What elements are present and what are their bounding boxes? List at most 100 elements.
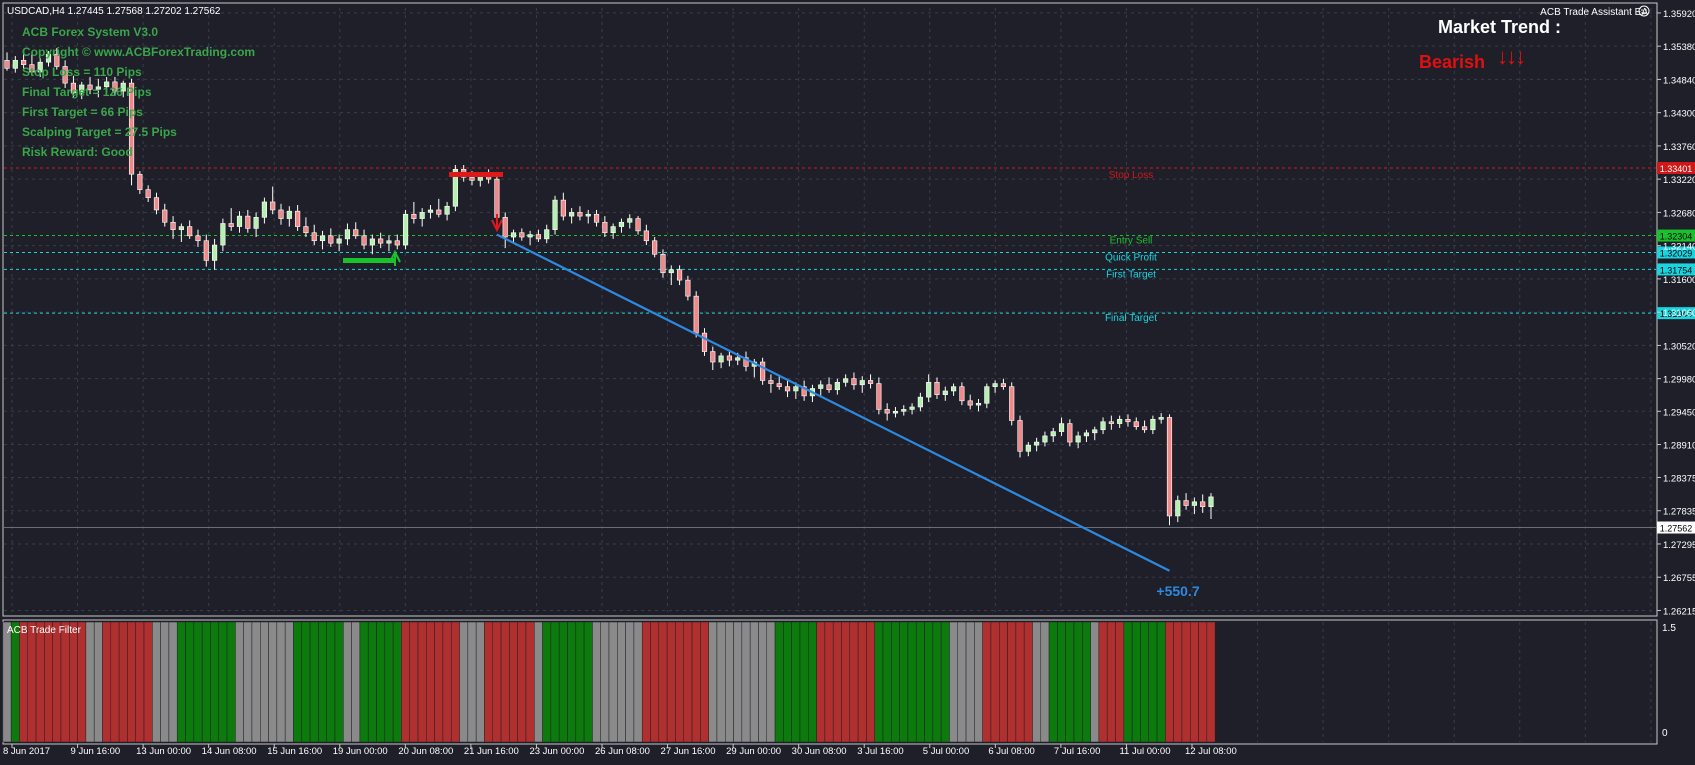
trade-line	[496, 233, 1170, 572]
candle-bear	[768, 380, 774, 384]
candle-bear	[361, 235, 367, 246]
filter-bar-gray	[2, 621, 12, 743]
candle-bear	[967, 400, 973, 406]
filter-bar-green	[293, 621, 303, 743]
time-tick-label: 12 Jul 08:00	[1185, 746, 1237, 757]
down-arrows-icon: ↓↓↓	[1497, 44, 1524, 69]
time-tick-label: 13 Jun 00:00	[136, 746, 191, 757]
time-tick-label: 19 Jun 00:00	[333, 746, 388, 757]
filter-bar-red	[675, 621, 684, 743]
candle-bear	[784, 386, 791, 392]
filter-bar-gray	[243, 621, 253, 743]
candle-bull	[984, 386, 990, 404]
trade-filter-histogram	[2, 621, 1216, 743]
filter-bar-red	[127, 621, 136, 743]
filter-bar-red	[849, 621, 859, 743]
candle-bull	[618, 221, 625, 227]
candle-bull	[992, 383, 998, 387]
candle-bull	[386, 240, 392, 244]
candle-bull	[610, 226, 616, 234]
candle-bull	[1025, 444, 1031, 452]
candle-bull	[37, 61, 43, 73]
candle-bear	[62, 66, 68, 84]
filter-bar-green	[1156, 621, 1166, 743]
filter-bar-gray	[343, 621, 352, 743]
candle-bear	[469, 177, 475, 181]
price-tick-label: 1.32140	[1663, 242, 1695, 253]
candle-bull	[843, 378, 849, 383]
filter-bar-green	[799, 621, 809, 743]
candle-bull	[212, 244, 218, 261]
candle-bull	[975, 402, 982, 406]
filter-bar-green	[1048, 621, 1058, 743]
filter-bar-gray	[235, 621, 244, 743]
candle-bear	[436, 209, 442, 215]
candle-bull	[45, 53, 52, 63]
candle-bull	[901, 409, 907, 412]
filter-bar-red	[1015, 621, 1025, 743]
price-tick-label: 1.31060	[1663, 308, 1695, 319]
candle-bear	[153, 197, 160, 211]
price-tick-label: 1.26755	[1663, 573, 1695, 584]
candle-bear	[378, 238, 384, 244]
final-target-label: Final Target	[1105, 313, 1157, 324]
candle-bull	[236, 215, 243, 227]
price-tick-label: 1.28375	[1663, 473, 1695, 484]
filter-bar-gray	[276, 621, 286, 743]
candle-bull	[859, 380, 865, 386]
candle-bull	[544, 229, 550, 240]
filter-bar-red	[401, 621, 410, 743]
info-line: Final Target = 126 Pips	[22, 85, 152, 99]
market-trend-title: Market Trend :	[1438, 17, 1561, 37]
filter-bar-gray	[260, 621, 269, 743]
info-line: Scalping Target = 27.5 Pips	[22, 125, 177, 139]
filter-bar-gray	[600, 621, 610, 743]
filter-bar-red	[426, 621, 435, 743]
filter-bar-green	[384, 621, 394, 743]
candle-bull	[951, 386, 957, 392]
filter-bar-red	[484, 621, 494, 743]
candle-bear	[1133, 421, 1139, 427]
filter-bar-red	[1007, 621, 1017, 743]
candle-bear	[1017, 420, 1023, 452]
filter-bar-green	[924, 621, 934, 743]
filter-bar-gray	[351, 621, 361, 743]
candle-bear	[635, 218, 641, 232]
filter-bar-green	[1131, 621, 1141, 743]
final-target-price-tag	[1657, 307, 1695, 320]
candle-bull	[104, 81, 110, 88]
filter-bar-red	[700, 621, 709, 743]
filter-bar-green	[567, 621, 577, 743]
filter-bar-gray	[467, 621, 477, 743]
candle-bear	[137, 173, 143, 190]
signal-markers	[343, 172, 503, 266]
candle-bull	[12, 60, 18, 69]
candle-bull	[552, 199, 558, 230]
candle-bear	[195, 235, 201, 242]
filter-bar-gray	[592, 621, 601, 743]
filter-bar-gray	[617, 621, 626, 743]
candle-bull	[1117, 418, 1123, 424]
filter-bar-green	[1148, 621, 1158, 743]
price-tick-label: 1.27295	[1663, 540, 1695, 551]
filter-bar-red	[35, 621, 45, 743]
filter-bar-gray	[633, 621, 643, 743]
candle-bear	[1000, 383, 1006, 387]
candle-bear	[884, 409, 890, 414]
filter-bar-gray	[93, 621, 103, 743]
filter-bar-red	[691, 621, 701, 743]
time-tick-label: 3 Jul 16:00	[857, 746, 903, 757]
filter-bar-red	[683, 621, 693, 743]
candle-bear	[701, 332, 708, 352]
info-line: Copyright © www.ACBForexTrading.com	[22, 45, 255, 59]
first-target-price-tag	[1657, 263, 1695, 276]
filter-bar-green	[915, 621, 925, 743]
filter-bar-gray	[152, 621, 161, 743]
filter-bar-gray	[608, 621, 618, 743]
filter-bar-green	[907, 621, 917, 743]
candle-bear	[162, 209, 168, 223]
candle-bear	[1009, 386, 1015, 421]
info-line: First Target = 66 Pips	[22, 105, 143, 119]
